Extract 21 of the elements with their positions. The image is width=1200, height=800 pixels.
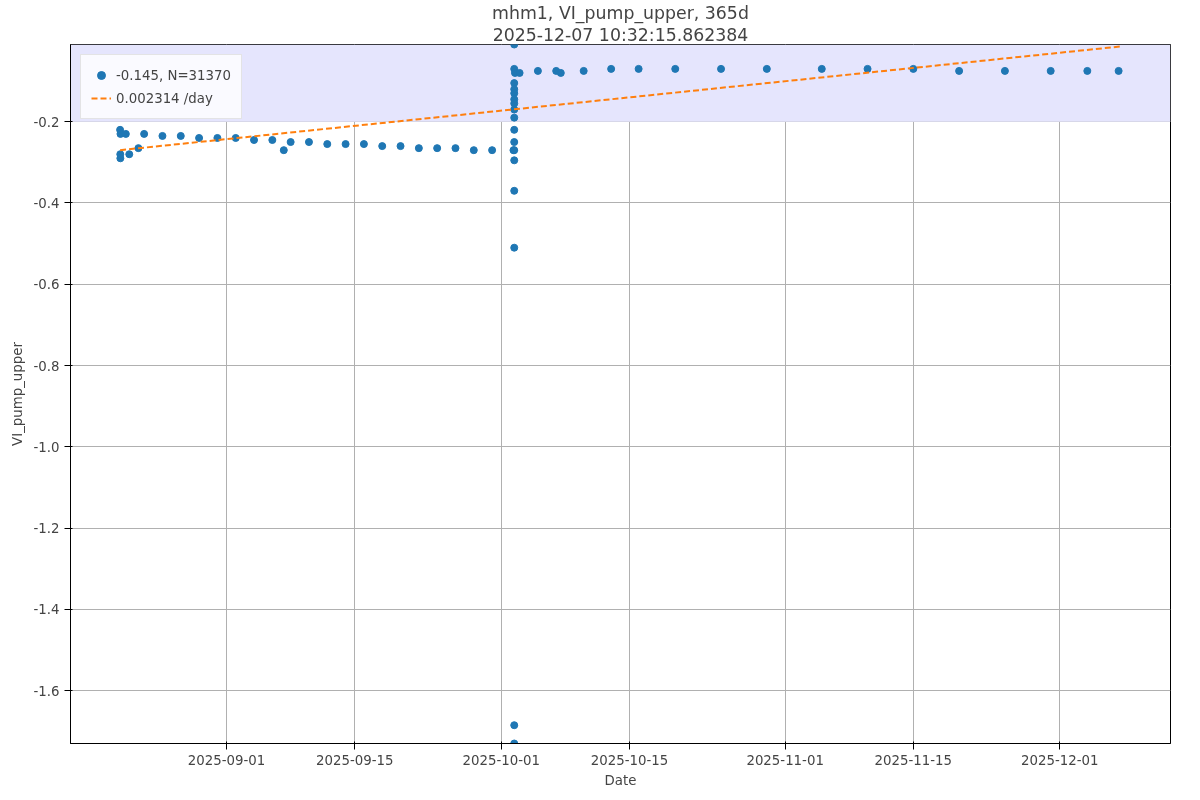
chart-title: mhm1, VI_pump_upper, 365d bbox=[492, 2, 749, 24]
x-tick-label: 2025-11-15 bbox=[874, 752, 953, 768]
x-tick-label: 2025-12-01 bbox=[1021, 752, 1099, 768]
chart-subtitle: 2025-12-07 10:32:15.862384 bbox=[492, 24, 749, 45]
y-tick-label: -1.4 bbox=[33, 602, 60, 618]
x-tick-label: 2025-10-15 bbox=[590, 752, 669, 768]
x-tick-label: 2025-09-15 bbox=[316, 752, 394, 768]
y-axis-title: VI_pump_upper bbox=[10, 341, 26, 446]
y-tick-label: -0.8 bbox=[33, 358, 60, 374]
x-axis-title: Date bbox=[604, 772, 637, 788]
x-tick-label: 2025-10-01 bbox=[462, 752, 541, 768]
y-tick-label: -1.2 bbox=[33, 521, 60, 537]
x-tick-label: 2025-09-01 bbox=[187, 752, 266, 768]
y-tick-label: -0.4 bbox=[33, 195, 60, 211]
legend-label: 0.002314 /day bbox=[116, 90, 213, 106]
y-tick-label: -1.0 bbox=[33, 439, 60, 455]
legend-label: -0.145, N=31370 bbox=[116, 67, 231, 83]
y-tick-label: -1.6 bbox=[33, 683, 60, 699]
y-tick-label: -0.6 bbox=[33, 277, 60, 293]
y-tick-label: -0.2 bbox=[33, 114, 60, 130]
x-tick-label: 2025-11-01 bbox=[746, 752, 824, 768]
